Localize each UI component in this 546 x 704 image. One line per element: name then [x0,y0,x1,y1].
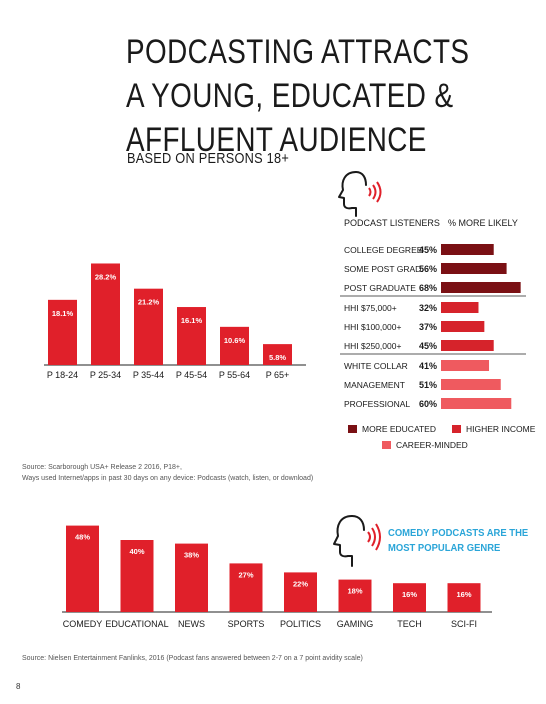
legend-label: CAREER-MINDED [396,440,468,450]
genre-bar-value: 18% [347,587,362,596]
genre-tick-label: TECH [397,619,422,629]
age-bar-value: 21.2% [138,298,160,307]
legend-label: HIGHER INCOME [466,424,536,434]
age-bar-value: 16.1% [181,316,203,325]
profile-value-label: 56% [419,264,437,274]
genre-bar [284,572,317,612]
profile-value-label: 51% [419,380,437,390]
age-tick-label: P 45-54 [176,370,207,380]
profile-category-label: POST GRADUATE [344,283,416,293]
age-bar [220,326,249,365]
profile-bar [441,263,507,274]
age-tick-label: P 35-44 [133,370,164,380]
page-number: 8 [16,682,21,691]
profile-bar [441,379,501,390]
genre-callout: COMEDY PODCASTS ARE THE MOST POPULAR GEN… [388,527,529,554]
profile-category-label: PROFESSIONAL [344,399,410,409]
age-bar [91,263,120,365]
age-bar [263,344,292,365]
genre-bar-value: 22% [293,579,308,588]
genre-bar-value: 40% [129,547,144,556]
profile-bar [441,360,490,371]
profile-category-label: HHI $250,000+ [344,341,401,351]
page-title: PODCASTING ATTRACTS A YOUNG, EDUCATED & … [126,30,470,162]
age-bar-value: 10.6% [224,336,246,345]
profile-value-label: 37% [419,322,437,332]
profile-category-label: SOME POST GRAD. [344,264,424,274]
genre-bar-value: 27% [238,570,253,579]
genre-bar-value: 16% [456,590,471,599]
speaking-head-icon [333,515,381,567]
genre-tick-label: SPORTS [228,619,265,629]
profile-category-label: WHITE COLLAR [344,361,408,371]
age-tick-label: P 65+ [266,370,290,380]
profile-value-label: 32% [419,303,437,313]
genre-tick-label: GAMING [337,619,374,629]
legend-label: MORE EDUCATED [362,424,436,434]
profile-value-label: 45% [419,341,437,351]
source-line: Ways used Internet/apps in past 30 days … [22,475,314,482]
age-tick-label: P 25-34 [90,370,121,380]
genre-bar [229,563,263,612]
profile-category-label: HHI $100,000+ [344,322,401,332]
source-line: Source: Scarborough USA+ Release 2 2016,… [22,464,182,471]
genre-tick-label: NEWS [178,619,205,629]
age-tick-label: P 18-24 [47,370,78,380]
speaking-head-icon [338,171,382,217]
legend-swatch [348,425,357,433]
source-note-1: Source: Scarborough USA+ Release 2 2016,… [22,462,313,484]
age-bar-chart: 18.1% P 18-24 28.2% P 25-34 21.2% P 35-44 16.1… [44,263,306,380]
title-line: AFFLUENT AUDIENCE [126,121,427,159]
listeners-header: PODCAST LISTENERS [344,218,440,228]
age-bar [134,288,163,365]
genre-tick-label: COMEDY [63,619,103,629]
profile-bar [441,302,479,313]
profile-value-label: 41% [419,361,437,371]
legend-swatch [382,441,391,449]
profile-bar [441,340,494,351]
age-bar [48,299,77,365]
genre-tick-label: POLITICS [280,619,321,629]
profile-value-label: 68% [419,283,437,293]
more-likely-header: % MORE LIKELY [448,218,518,228]
profile-bar [441,244,494,255]
profile-value-label: 45% [419,245,437,255]
age-bar-value: 5.8% [269,353,286,362]
legend-swatch [452,425,461,433]
genre-bar-value: 48% [75,533,90,542]
genre-bar-value: 38% [184,551,199,560]
genre-tick-label: EDUCATIONAL [105,619,168,629]
age-bar-value: 18.1% [52,309,74,318]
profile-bar [441,282,521,293]
genre-bar-chart: 48% COMEDY 40% EDUCATIONAL 38% NEWS 27% SPORTS 2… [62,525,492,629]
subtitle: BASED ON PERSONS 18+ [127,150,290,167]
profile-bar [441,321,485,332]
age-bar-value: 28.2% [95,272,117,281]
profile-category-label: MANAGEMENT [344,380,405,390]
genre-bar-value: 16% [402,590,417,599]
genre-bar [447,583,481,612]
age-tick-label: P 55-64 [219,370,250,380]
audience-profile-chart: PODCAST LISTENERS % MORE LIKELY COLLEGE DE… [338,171,536,450]
title-line: PODCASTING ATTRACTS [126,33,470,71]
genre-bar [120,540,154,612]
profile-bar [441,398,512,409]
age-bar [177,307,206,365]
source-note-2: Source: Nielsen Entertainment Fanlinks, … [22,655,363,662]
genre-bar [66,525,99,612]
genre-bar [338,579,372,612]
title-line: A YOUNG, EDUCATED & [126,77,454,115]
genre-bar [175,543,208,612]
genre-tick-label: SCI-FI [451,619,477,629]
profile-value-label: 60% [419,399,437,409]
profile-category-label: COLLEGE DEGREE [344,245,423,255]
genre-bar [393,583,426,612]
profile-category-label: HHI $75,000+ [344,303,397,313]
